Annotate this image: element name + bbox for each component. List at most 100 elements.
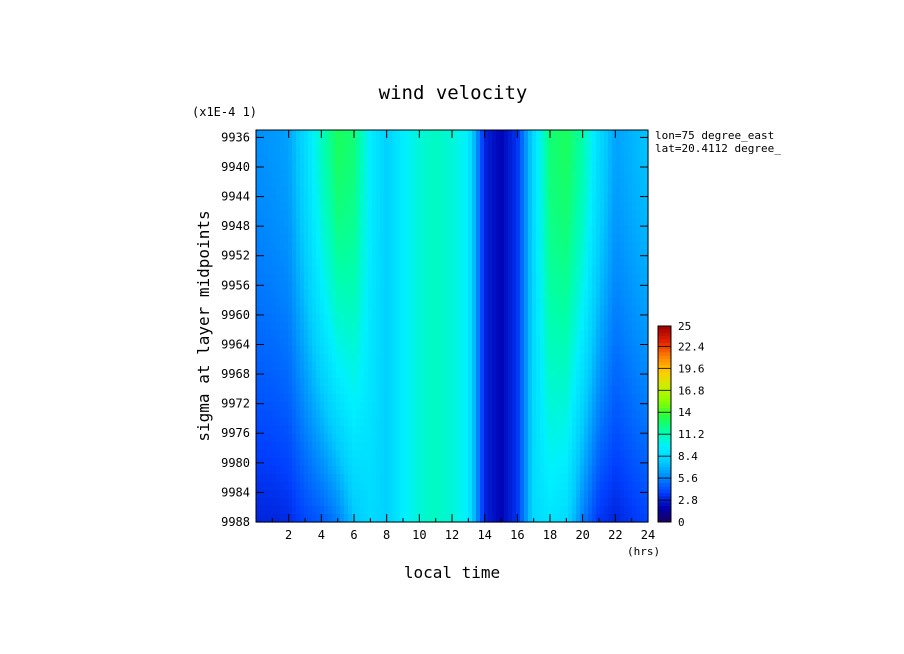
heatmap-cell bbox=[532, 210, 537, 219]
heatmap-cell bbox=[420, 498, 425, 507]
heatmap-cell bbox=[524, 314, 529, 323]
heatmap-cell bbox=[372, 266, 377, 275]
heatmap-cell bbox=[496, 186, 501, 195]
heatmap-cell bbox=[436, 458, 441, 467]
heatmap-cell bbox=[468, 442, 473, 451]
heatmap-cell bbox=[448, 330, 453, 339]
heatmap-cell bbox=[428, 514, 433, 523]
heatmap-cell bbox=[632, 370, 637, 379]
heatmap-cell bbox=[312, 258, 317, 267]
heatmap-cell bbox=[376, 506, 381, 515]
heatmap-cell bbox=[452, 314, 457, 323]
heatmap-cell bbox=[384, 186, 389, 195]
heatmap-cell bbox=[508, 186, 513, 195]
heatmap-cell bbox=[564, 194, 569, 203]
heatmap-cell bbox=[352, 194, 357, 203]
heatmap-cell bbox=[448, 466, 453, 475]
heatmap-cell bbox=[560, 322, 565, 331]
heatmap-cell bbox=[536, 314, 541, 323]
heatmap-cell bbox=[296, 506, 301, 515]
heatmap-cell bbox=[388, 266, 393, 275]
heatmap-cell bbox=[516, 354, 521, 363]
heatmap-cell bbox=[608, 186, 613, 195]
heatmap-cell bbox=[412, 410, 417, 419]
heatmap-cell bbox=[472, 218, 477, 227]
heatmap-cell bbox=[492, 298, 497, 307]
heatmap-cell bbox=[372, 466, 377, 475]
heatmap-cell bbox=[440, 474, 445, 483]
heatmap-cell bbox=[364, 138, 369, 147]
heatmap-cell bbox=[380, 482, 385, 491]
heatmap-cell bbox=[640, 346, 645, 355]
heatmap-cell bbox=[540, 282, 545, 291]
heatmap-cell bbox=[576, 242, 581, 251]
heatmap-cell bbox=[424, 218, 429, 227]
heatmap-cell bbox=[324, 506, 329, 515]
heatmap-cell bbox=[268, 362, 273, 371]
heatmap-cell bbox=[588, 282, 593, 291]
heatmap-cell bbox=[424, 474, 429, 483]
heatmap-cell bbox=[556, 402, 561, 411]
heatmap-cell bbox=[256, 402, 261, 411]
heatmap-cell bbox=[484, 290, 489, 299]
colorbar-swatch bbox=[658, 401, 671, 405]
heatmap-cell bbox=[480, 514, 485, 523]
heatmap-cell bbox=[332, 410, 337, 419]
heatmap-cell bbox=[536, 178, 541, 187]
heatmap-cell bbox=[504, 378, 509, 387]
heatmap-cell bbox=[612, 218, 617, 227]
heatmap-cell bbox=[492, 498, 497, 507]
heatmap-cell bbox=[624, 234, 629, 243]
heatmap-cell bbox=[328, 234, 333, 243]
heatmap-cell bbox=[400, 506, 405, 515]
heatmap-cell bbox=[492, 386, 497, 395]
heatmap-cell bbox=[608, 290, 613, 299]
heatmap-cell bbox=[336, 410, 341, 419]
heatmap-cell bbox=[380, 346, 385, 355]
heatmap-cell bbox=[308, 146, 313, 155]
heatmap-cell bbox=[492, 242, 497, 251]
heatmap-cell bbox=[620, 162, 625, 171]
heatmap-cell bbox=[400, 498, 405, 507]
heatmap-cell bbox=[508, 242, 513, 251]
heatmap-cell bbox=[276, 218, 281, 227]
heatmap-cell bbox=[528, 378, 533, 387]
heatmap-cell bbox=[368, 490, 373, 499]
heatmap-cell bbox=[568, 442, 573, 451]
heatmap-cell bbox=[320, 482, 325, 491]
heatmap-cell bbox=[344, 450, 349, 459]
heatmap-cell bbox=[448, 394, 453, 403]
heatmap-cell bbox=[348, 218, 353, 227]
heatmap-cell bbox=[472, 242, 477, 251]
heatmap-cell bbox=[328, 178, 333, 187]
heatmap-cell bbox=[324, 258, 329, 267]
heatmap-cell bbox=[620, 138, 625, 147]
heatmap-cell bbox=[328, 298, 333, 307]
heatmap-cell bbox=[416, 202, 421, 211]
heatmap-cell bbox=[256, 434, 261, 443]
heatmap-cell bbox=[436, 402, 441, 411]
heatmap-cell bbox=[456, 314, 461, 323]
heatmap-cell bbox=[388, 226, 393, 235]
heatmap-cell bbox=[616, 298, 621, 307]
heatmap-cell bbox=[280, 298, 285, 307]
heatmap-cell bbox=[424, 298, 429, 307]
heatmap-cell bbox=[548, 282, 553, 291]
heatmap-cell bbox=[476, 314, 481, 323]
heatmap-cell bbox=[472, 138, 477, 147]
colorbar-swatch bbox=[658, 368, 671, 373]
heatmap-cell bbox=[420, 394, 425, 403]
heatmap-cell bbox=[308, 178, 313, 187]
heatmap-cell bbox=[340, 218, 345, 227]
heatmap-cell bbox=[484, 234, 489, 243]
heatmap-cell bbox=[384, 282, 389, 291]
heatmap-cell bbox=[524, 138, 529, 147]
heatmap-cell bbox=[604, 338, 609, 347]
heatmap-cell bbox=[576, 202, 581, 211]
heatmap-cell bbox=[388, 250, 393, 259]
heatmap-cell bbox=[396, 162, 401, 171]
heatmap-cell bbox=[524, 226, 529, 235]
heatmap-cell bbox=[516, 290, 521, 299]
heatmap-cell bbox=[548, 234, 553, 243]
heatmap-cell bbox=[516, 482, 521, 491]
